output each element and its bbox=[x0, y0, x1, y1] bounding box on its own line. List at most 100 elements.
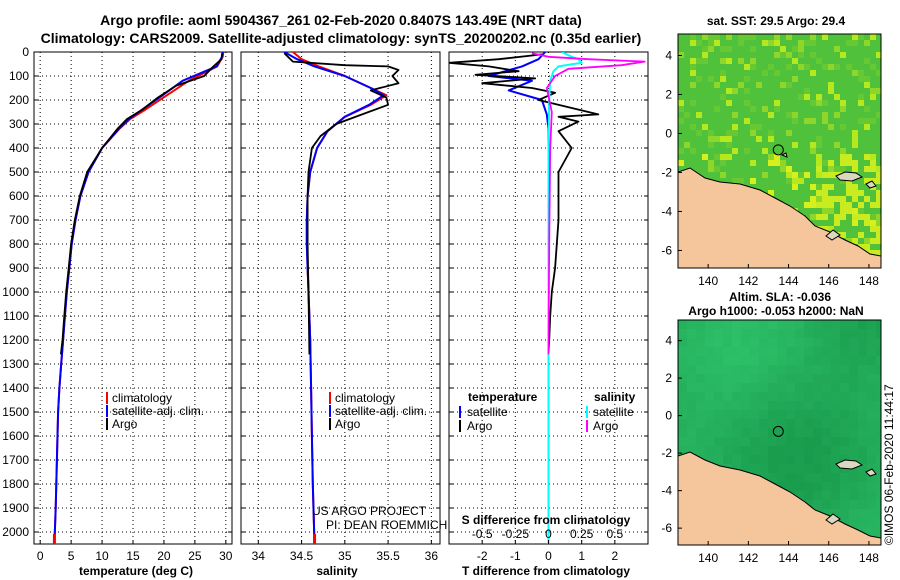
sla-cell bbox=[786, 446, 795, 455]
sst-cell bbox=[846, 160, 852, 166]
sst-cell bbox=[756, 136, 762, 142]
sla-cell bbox=[840, 329, 849, 338]
map-y-tick-label: 2 bbox=[665, 87, 672, 101]
sla-cell bbox=[768, 365, 777, 374]
sst-cell bbox=[690, 64, 696, 70]
sla-cell bbox=[795, 365, 804, 374]
sst-cell bbox=[864, 40, 870, 46]
sla-cell bbox=[786, 392, 795, 401]
sla-cell bbox=[777, 392, 786, 401]
sla-cell bbox=[867, 356, 876, 365]
x-tick-label: 10 bbox=[95, 549, 109, 563]
sla-cell bbox=[876, 518, 881, 527]
y-tick-label: 1000 bbox=[2, 285, 29, 299]
sst-cell bbox=[834, 94, 840, 100]
sst-cell bbox=[852, 160, 858, 166]
sla-cell bbox=[687, 419, 696, 428]
sla-cell bbox=[687, 410, 696, 419]
sla-cell bbox=[858, 518, 867, 527]
sla-cell bbox=[678, 446, 687, 455]
sst-cell bbox=[864, 196, 870, 202]
sla-cell bbox=[840, 401, 849, 410]
sla-cell bbox=[732, 365, 741, 374]
sst-cell bbox=[864, 154, 870, 160]
sst-cell bbox=[840, 160, 846, 166]
sla-cell bbox=[687, 320, 696, 329]
sla-cell bbox=[831, 419, 840, 428]
sla-cell bbox=[678, 428, 687, 437]
sla-cell bbox=[813, 347, 822, 356]
temperature-panel bbox=[33, 51, 233, 545]
map-x-tick-label: 142 bbox=[738, 274, 758, 288]
sst-cell bbox=[798, 94, 804, 100]
sst-cell bbox=[768, 154, 774, 160]
sla-cell bbox=[849, 437, 858, 446]
sst-cell bbox=[870, 64, 876, 70]
sla-cell bbox=[732, 401, 741, 410]
sla-cell bbox=[723, 383, 732, 392]
sla-cell bbox=[705, 392, 714, 401]
sla-cell bbox=[849, 491, 858, 500]
sst-cell bbox=[858, 190, 864, 196]
sla-cell bbox=[732, 437, 741, 446]
sla-cell bbox=[867, 482, 876, 491]
sla-cell bbox=[849, 329, 858, 338]
sst-cell bbox=[750, 106, 756, 112]
sla-cell bbox=[750, 455, 759, 464]
sla-cell bbox=[678, 329, 687, 338]
sla-cell bbox=[777, 455, 786, 464]
sla-cell bbox=[750, 464, 759, 473]
sla-cell bbox=[768, 383, 777, 392]
sla-cell bbox=[813, 374, 822, 383]
sla-cell bbox=[732, 455, 741, 464]
sst-cell bbox=[774, 34, 780, 40]
x-tick-label: 1 bbox=[578, 549, 585, 563]
map-y-tick-label: -4 bbox=[661, 204, 672, 218]
sla-cell bbox=[705, 455, 714, 464]
sla-cell bbox=[858, 401, 867, 410]
sla-cell bbox=[750, 410, 759, 419]
sst-cell bbox=[738, 178, 744, 184]
sla-cell bbox=[696, 401, 705, 410]
sst-cell bbox=[876, 52, 881, 58]
sla-cell bbox=[804, 401, 813, 410]
sla-cell bbox=[822, 320, 831, 329]
sst-cell bbox=[834, 112, 840, 118]
sla-cell bbox=[777, 464, 786, 473]
sla-cell bbox=[759, 455, 768, 464]
sla-cell bbox=[858, 446, 867, 455]
sla-cell bbox=[858, 419, 867, 428]
sst-cell bbox=[810, 70, 816, 76]
sla-cell bbox=[813, 464, 822, 473]
sla-cell bbox=[822, 347, 831, 356]
sst-cell bbox=[726, 100, 732, 106]
sst-cell bbox=[858, 202, 864, 208]
sla-cell bbox=[678, 374, 687, 383]
sla-cell bbox=[867, 320, 876, 329]
sla-cell bbox=[867, 365, 876, 374]
sla-cell bbox=[696, 320, 705, 329]
sla-cell bbox=[759, 428, 768, 437]
sla-cell bbox=[723, 428, 732, 437]
sst-cell bbox=[702, 154, 708, 160]
sla-cell bbox=[876, 446, 881, 455]
sst-cell bbox=[750, 124, 756, 130]
sst-cell bbox=[720, 70, 726, 76]
x-tick-label: 2 bbox=[611, 549, 618, 563]
sla-cell bbox=[768, 329, 777, 338]
sla-cell bbox=[804, 329, 813, 338]
sla-cell bbox=[876, 419, 881, 428]
sla-cell bbox=[876, 500, 881, 509]
sst-cell bbox=[840, 124, 846, 130]
map-x-tick-label: 146 bbox=[819, 274, 839, 288]
sla-cell bbox=[858, 338, 867, 347]
y-tick-label: 1200 bbox=[2, 333, 29, 347]
map-y-tick-label: -4 bbox=[661, 484, 672, 498]
sla-cell bbox=[768, 446, 777, 455]
y-tick-label: 1400 bbox=[2, 381, 29, 395]
sst-cell bbox=[840, 232, 846, 238]
sla-cell bbox=[840, 374, 849, 383]
sla-cell bbox=[858, 509, 867, 518]
sla-cell bbox=[867, 392, 876, 401]
sla-cell bbox=[813, 383, 822, 392]
